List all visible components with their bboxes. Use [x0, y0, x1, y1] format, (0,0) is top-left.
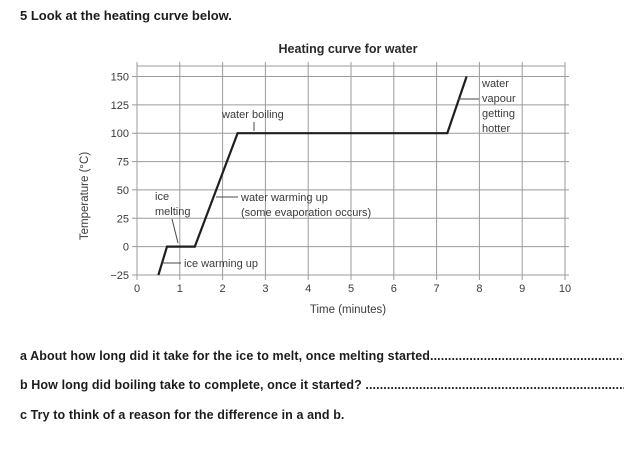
- x-tick-label: 9: [519, 283, 525, 295]
- y-tick-label: 25: [117, 213, 129, 225]
- y-tick-label: 150: [111, 72, 129, 84]
- x-tick-label: 8: [476, 283, 482, 295]
- annotation-water-vapour: water: [481, 78, 509, 90]
- annotation-water-vapour: vapour: [482, 93, 516, 105]
- x-tick-label: 10: [559, 283, 571, 295]
- question-c: c Try to think of a reason for the diffe…: [20, 408, 345, 422]
- x-tick-label: 7: [434, 283, 440, 295]
- annotation-ice-melting: melting: [155, 206, 190, 218]
- question-a: a About how long did it take for the ice…: [20, 349, 624, 363]
- x-tick-label: 6: [391, 283, 397, 295]
- question-heading: 5 Look at the heating curve below.: [20, 8, 232, 23]
- y-tick-label: 100: [111, 128, 129, 140]
- annotation-water-warming-up: (some evaporation occurs): [241, 207, 371, 219]
- x-tick-label: 4: [305, 283, 311, 295]
- y-tick-label: 50: [117, 185, 129, 197]
- annotation-water-vapour: getting: [482, 108, 515, 120]
- annotation-water-boiling: water boiling: [221, 109, 284, 121]
- x-tick-label: 1: [177, 283, 183, 295]
- y-tick-label: 125: [111, 100, 129, 112]
- chart-title: Heating curve for water: [279, 42, 418, 56]
- annotation-leader-ice-melting: [171, 218, 179, 244]
- x-tick-label: 2: [220, 283, 226, 295]
- annotation-water-vapour: hotter: [482, 123, 510, 135]
- y-axis-label: Temperature (°C): [79, 152, 91, 240]
- plot-frame: [136, 65, 566, 276]
- annotation-ice-melting: ice: [155, 191, 169, 203]
- x-axis-label: Time (minutes): [310, 304, 386, 316]
- y-tick-label: 75: [117, 157, 129, 169]
- heating-curve-chart: −25 0 25 50 75 100 125 150 0 1 2 3 4 5 6 7 8 9 10 Heating c…: [79, 42, 571, 316]
- x-tick-label: 5: [348, 283, 354, 295]
- y-tick-label: −25: [110, 270, 129, 282]
- question-b: b How long did boiling take to complete,…: [20, 378, 624, 392]
- x-tick-label: 0: [134, 283, 140, 295]
- annotation-ice-warming-up: ice warming up: [184, 258, 258, 270]
- x-tick-label: 3: [262, 283, 268, 295]
- y-tick-label: 0: [123, 242, 129, 254]
- annotation-water-warming-up: water warming up: [240, 192, 328, 204]
- heating-curve-line: [157, 76, 468, 276]
